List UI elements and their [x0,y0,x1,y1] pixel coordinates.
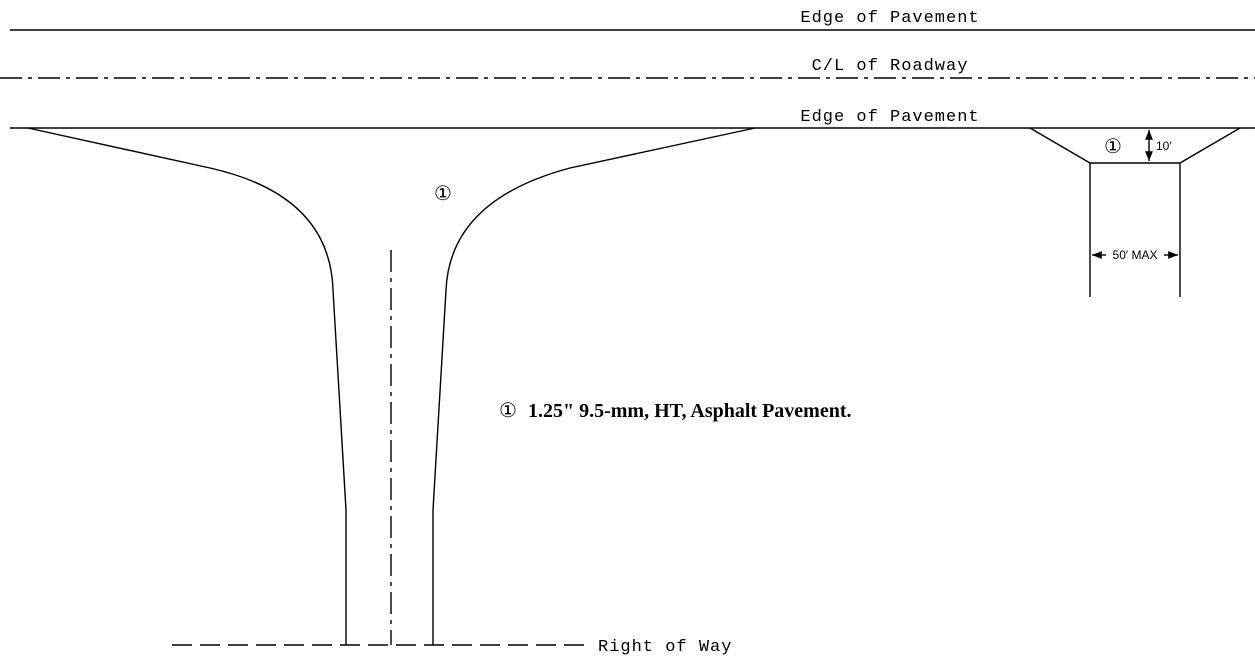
label: Edge of Pavement [800,9,979,28]
callout: ① [434,181,452,205]
label: C/L of Roadway [812,57,969,76]
driveway-edge [27,127,347,645]
dimension-label: 50′ MAX [1113,248,1158,262]
note-marker: ① [499,398,517,422]
dimension-label: 10′ [1156,139,1172,153]
label: Edge of Pavement [800,108,979,127]
detail-outline [1029,127,1241,164]
callout: ① [1104,134,1122,158]
label: Right of Way [598,638,732,657]
driveway-edge [432,127,756,645]
note-text: 1.25" 9.5-mm, HT, Asphalt Pavement. [528,400,852,422]
